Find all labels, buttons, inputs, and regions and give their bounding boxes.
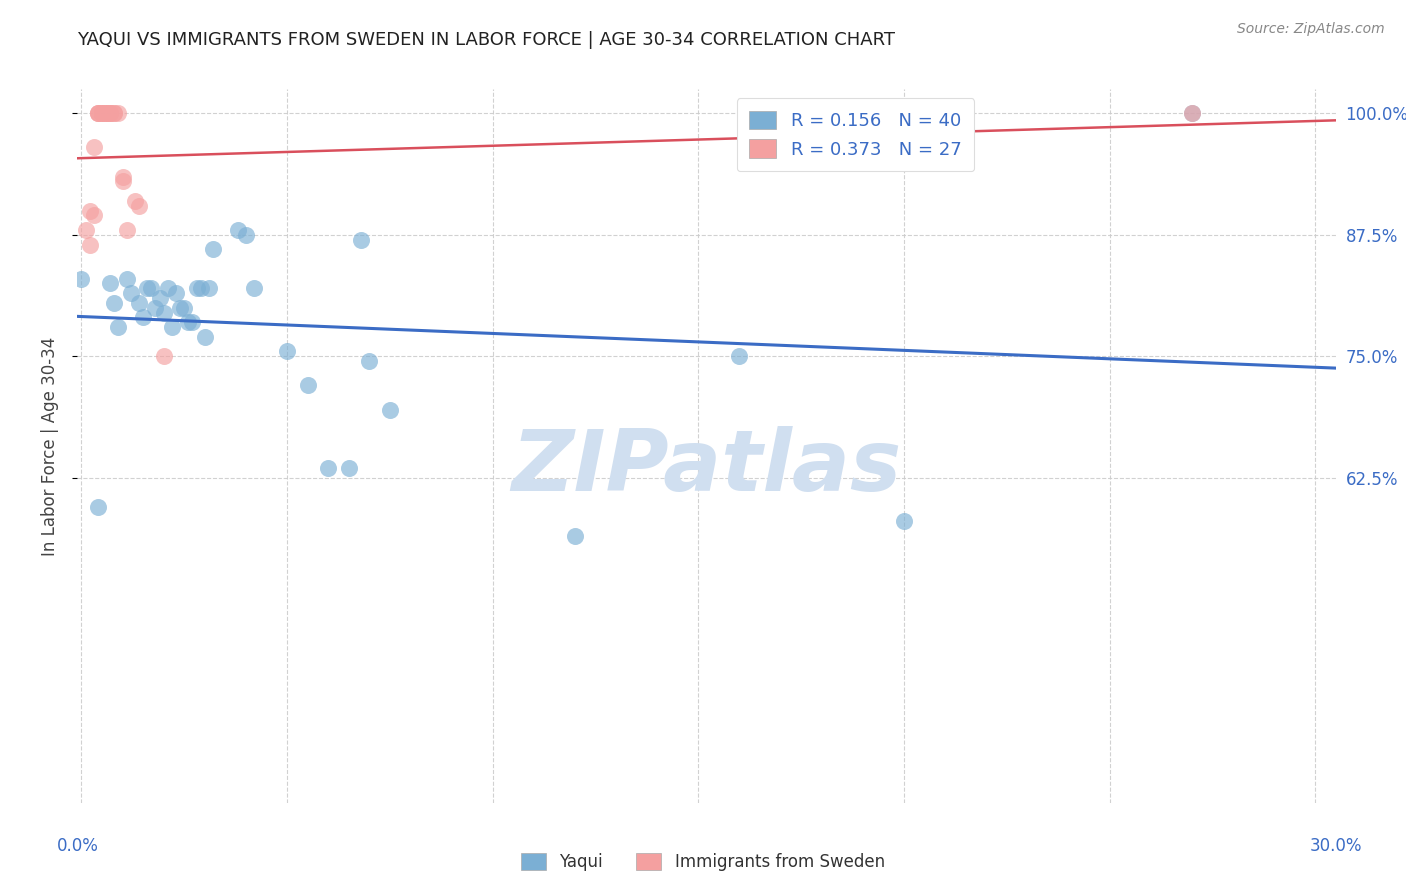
Point <box>103 106 125 120</box>
Point <box>141 281 163 295</box>
Point <box>276 344 298 359</box>
Point <box>70 271 93 285</box>
Point <box>181 315 204 329</box>
Point <box>226 223 249 237</box>
Point <box>132 310 155 325</box>
Text: 30.0%: 30.0% <box>1309 837 1362 855</box>
Point <box>148 291 170 305</box>
Text: Source: ZipAtlas.com: Source: ZipAtlas.com <box>1237 22 1385 37</box>
Point <box>136 281 159 295</box>
Point <box>160 320 183 334</box>
Point <box>194 330 217 344</box>
Point <box>75 223 97 237</box>
Point <box>124 194 146 208</box>
Point <box>202 243 225 257</box>
Point <box>111 174 134 188</box>
Point <box>91 106 114 120</box>
Point <box>198 281 221 295</box>
Point <box>1181 106 1204 120</box>
Point <box>98 106 121 120</box>
Point <box>98 106 121 120</box>
Point <box>152 305 174 319</box>
Point <box>107 106 129 120</box>
Point <box>87 106 110 120</box>
Point <box>98 277 121 291</box>
Point <box>243 281 266 295</box>
Point <box>893 514 915 528</box>
Point <box>169 301 191 315</box>
Point <box>359 354 381 368</box>
Point <box>94 106 117 120</box>
Point <box>115 271 138 285</box>
Point <box>94 106 117 120</box>
Point <box>120 286 142 301</box>
Point <box>103 295 125 310</box>
Point <box>378 402 401 417</box>
Point <box>128 199 150 213</box>
Legend: R = 0.156   N = 40, R = 0.373   N = 27: R = 0.156 N = 40, R = 0.373 N = 27 <box>737 98 974 171</box>
Point <box>1181 106 1204 120</box>
Point <box>103 106 125 120</box>
Point <box>83 208 105 222</box>
Point <box>235 227 257 242</box>
Point <box>91 106 114 120</box>
Point <box>316 460 339 475</box>
Y-axis label: In Labor Force | Age 30-34: In Labor Force | Age 30-34 <box>41 336 59 556</box>
Point <box>297 378 319 392</box>
Legend: Yaqui, Immigrants from Sweden: Yaqui, Immigrants from Sweden <box>513 845 893 880</box>
Point <box>190 281 212 295</box>
Point <box>87 106 110 120</box>
Point <box>98 106 121 120</box>
Text: 0.0%: 0.0% <box>56 837 98 855</box>
Point <box>107 320 129 334</box>
Point <box>337 460 360 475</box>
Point <box>350 233 373 247</box>
Point <box>728 349 751 363</box>
Text: YAQUI VS IMMIGRANTS FROM SWEDEN IN LABOR FORCE | AGE 30-34 CORRELATION CHART: YAQUI VS IMMIGRANTS FROM SWEDEN IN LABOR… <box>77 31 896 49</box>
Point <box>186 281 208 295</box>
Point <box>165 286 187 301</box>
Point <box>156 281 179 295</box>
Point <box>83 140 105 154</box>
Point <box>564 529 586 543</box>
Point <box>145 301 167 315</box>
Point <box>94 106 117 120</box>
Point <box>128 295 150 310</box>
Point <box>79 203 101 218</box>
Point <box>87 106 110 120</box>
Text: ZIPatlas: ZIPatlas <box>512 425 901 509</box>
Point <box>152 349 174 363</box>
Point <box>177 315 200 329</box>
Point <box>111 169 134 184</box>
Point <box>87 500 110 514</box>
Point <box>173 301 195 315</box>
Point <box>79 237 101 252</box>
Point <box>91 106 114 120</box>
Point <box>115 223 138 237</box>
